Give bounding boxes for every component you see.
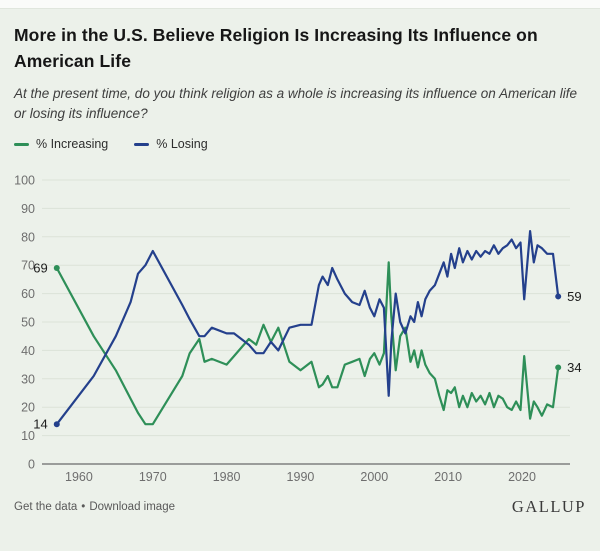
x-axis-tick-label: 1980: [213, 470, 241, 484]
series-endpoint-dot-increasing: [53, 265, 60, 272]
legend-item-losing[interactable]: % Losing: [134, 137, 208, 152]
increasing-series-swatch: [14, 142, 29, 146]
series-endpoint-dot-losing: [555, 293, 562, 300]
gallup-logo: GALLUP: [511, 497, 586, 517]
download-image-link[interactable]: Download image: [89, 501, 175, 514]
footer-separator: •: [81, 501, 86, 514]
x-axis-tick-label: 2000: [360, 470, 388, 484]
series-line-losing: [55, 230, 560, 426]
series-line-increasing: [55, 261, 560, 426]
y-axis-tick-label: 10: [21, 429, 35, 443]
series-point-label: 14: [33, 417, 47, 432]
footer: Get the data • Download image GALLUP: [14, 497, 586, 517]
x-axis-tick-label: 1960: [65, 470, 93, 484]
y-axis-tick-label: 0: [28, 458, 35, 472]
series-point-label: 69: [33, 261, 47, 276]
x-axis-tick-label: 2010: [434, 470, 462, 484]
y-axis-tick-label: 100: [14, 174, 35, 188]
legend: % Increasing % Losing: [14, 137, 586, 151]
y-axis-tick-label: 60: [21, 287, 35, 301]
y-axis-tick-label: 70: [21, 259, 35, 273]
y-axis-tick-label: 90: [21, 202, 35, 216]
y-axis-tick-label: 80: [21, 231, 35, 245]
y-axis-tick-label: 30: [21, 373, 35, 387]
y-axis-tick-label: 20: [21, 401, 35, 415]
footer-links: Get the data • Download image: [14, 501, 175, 513]
chart-canvas: 0 10 20 30 40 50 60 70 80 90 100 1960 1970 1980 1990 20…: [14, 174, 582, 485]
y-axis-tick-label: 50: [21, 316, 35, 330]
legend-label-losing: % Losing: [156, 137, 208, 152]
x-axis-tick-label: 1990: [287, 470, 315, 484]
chart-title: More in the U.S. Believe Religion Is Inc…: [14, 25, 538, 71]
x-axis-tick-label: 2020: [508, 470, 536, 484]
legend-label-increasing: % Increasing: [36, 137, 109, 152]
line-chart: 0 10 20 30 40 50 60 70 80 90 100 1960 1970 1980 1990 20…: [0, 153, 600, 493]
top-strip: [0, 0, 600, 9]
get-the-data-link[interactable]: Get the data: [14, 501, 78, 514]
legend-item-increasing[interactable]: % Increasing: [14, 137, 108, 151]
series-endpoint-dot-increasing: [555, 364, 562, 371]
series-endpoint-dot-losing: [53, 421, 60, 428]
chart-subtitle: At the present time, do you think religi…: [14, 85, 578, 122]
x-axis-tick-label: 1970: [139, 470, 167, 484]
series-point-label: 34: [567, 360, 581, 375]
losing-series-swatch: [134, 142, 150, 146]
series-point-label: 59: [567, 289, 581, 304]
y-axis-tick-label: 40: [21, 344, 35, 358]
